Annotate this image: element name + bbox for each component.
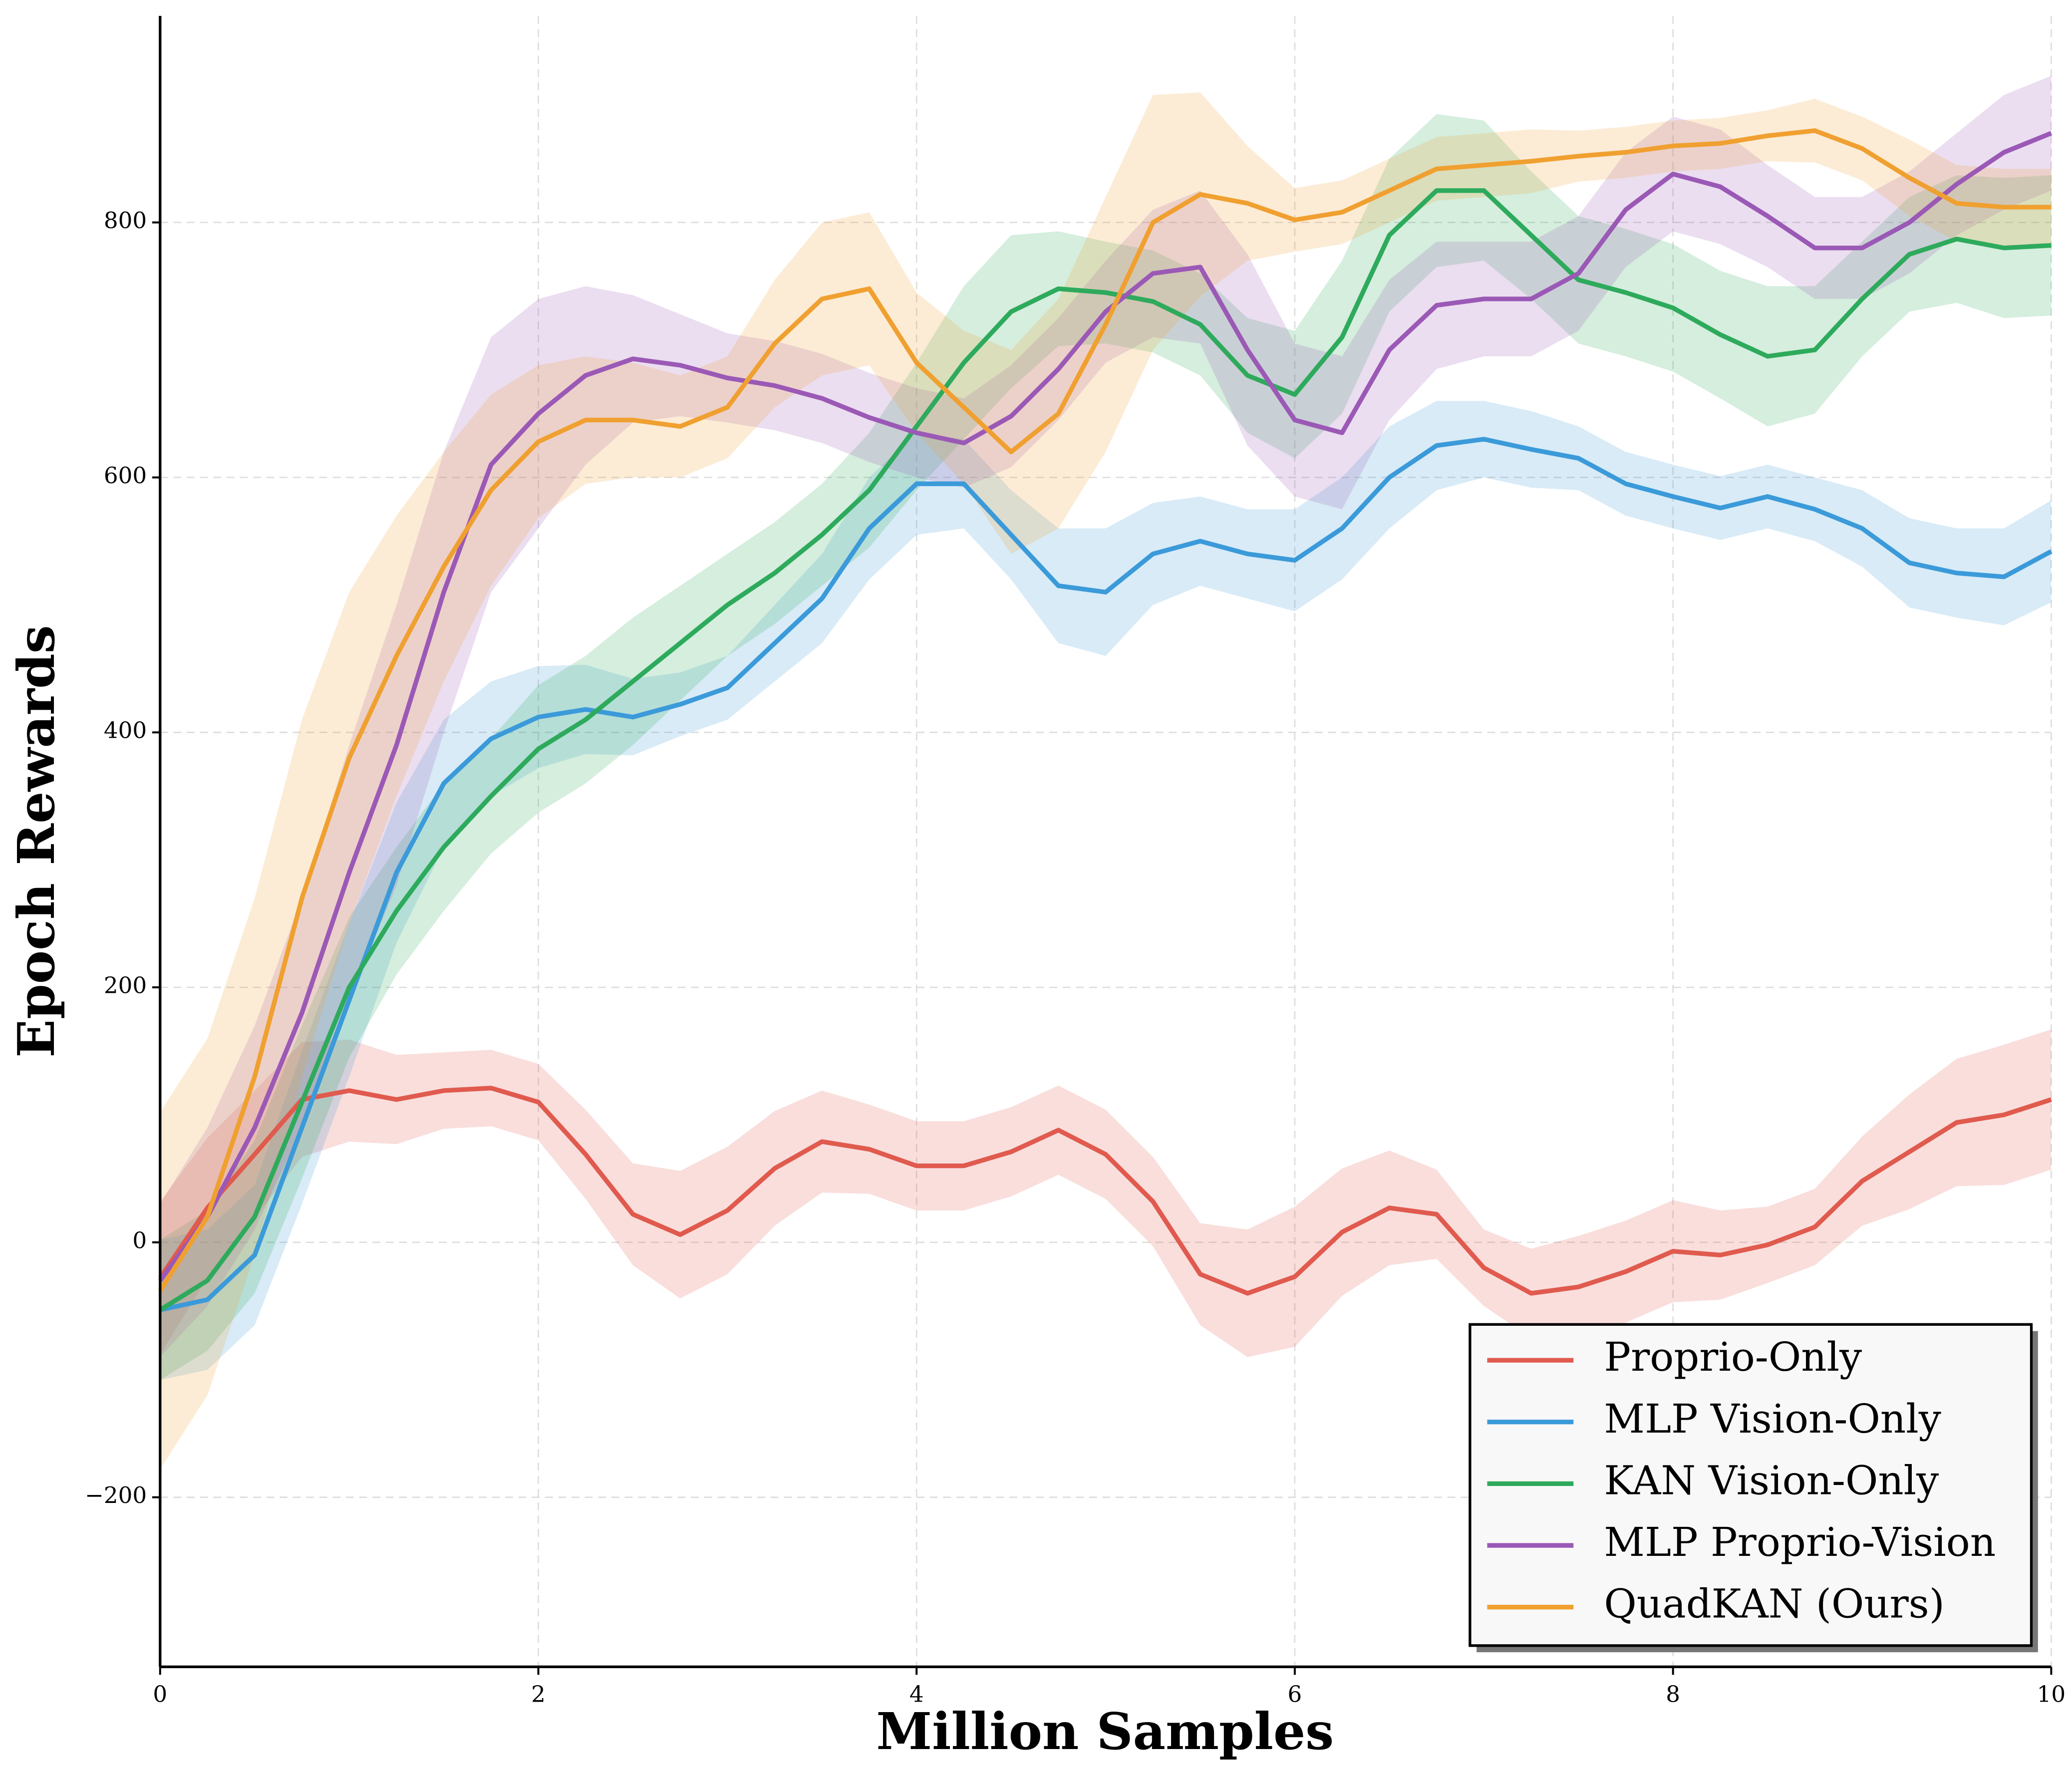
line (158, 128, 2052, 1292)
error-band (160, 75, 2052, 1357)
legend-label: QuadKAN (Ours) (1604, 1581, 1944, 1627)
x-tick-label: 10 (2037, 1681, 2066, 1707)
x-axis-label: Million Samples (876, 1702, 1334, 1761)
x-tick-label: 6 (1288, 1681, 1302, 1707)
error-band (160, 1029, 2052, 1357)
legend-label: Proprio-Only (1604, 1334, 1862, 1380)
line (159, 437, 2053, 1312)
line (158, 1086, 2052, 1296)
error-band (160, 401, 2052, 1380)
legend-label: MLP Proprio-Vision (1604, 1519, 1996, 1565)
line (158, 131, 2053, 1282)
error-band (160, 92, 2052, 1470)
legend-label: KAN Vision-Only (1604, 1457, 1939, 1503)
line (159, 188, 2052, 1312)
y-tick-label: −200 (85, 1482, 147, 1508)
x-tick-label: 4 (909, 1681, 924, 1707)
y-tick-label: 800 (104, 207, 147, 234)
legend-label: MLP Vision-Only (1604, 1396, 1941, 1442)
y-axis-label: Epoch Rewards (6, 625, 66, 1057)
x-tick-label: 2 (531, 1681, 546, 1707)
y-tick-label: 0 (132, 1227, 147, 1253)
y-tick-label: 400 (104, 717, 147, 744)
x-tick-label: 0 (153, 1681, 167, 1707)
y-tick-label: 200 (104, 972, 147, 999)
x-tick-label: 8 (1666, 1681, 1680, 1707)
y-tick-label: 600 (104, 462, 147, 489)
